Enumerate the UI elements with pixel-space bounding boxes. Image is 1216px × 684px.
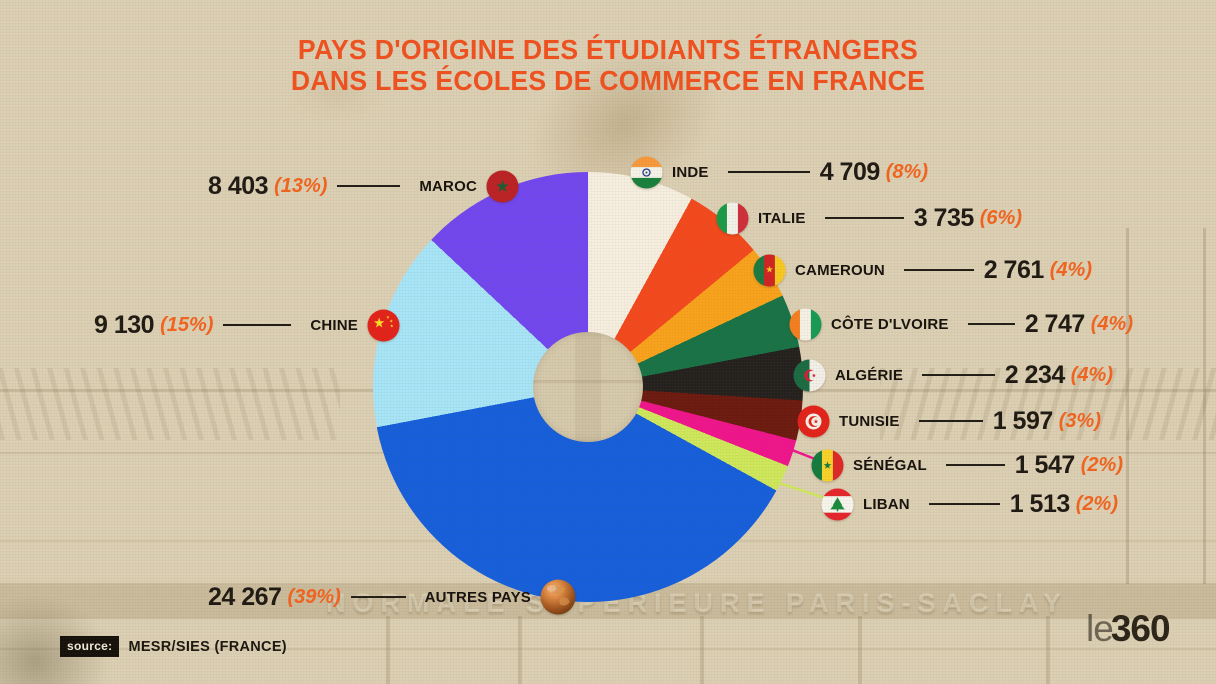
donut-hole [533, 332, 643, 442]
morocco-flag-icon [486, 169, 519, 203]
leader-line [337, 185, 401, 187]
chart-title-line2: DANS LES ÉCOLES DE COMMERCE EN FRANCE [290, 65, 926, 96]
background-post [386, 616, 390, 684]
percent-label: (39%) [287, 585, 341, 608]
leader-line [223, 324, 292, 326]
leader-line [903, 269, 974, 271]
legend-row-autres-pays: 24 267 (39%) AUTRES PAYS [208, 579, 576, 615]
leader-line [918, 420, 983, 422]
percent-label: (2%) [1080, 453, 1123, 476]
china-flag-icon [367, 308, 400, 342]
percent-label: (8%) [885, 160, 928, 183]
italy-flag-icon [716, 201, 749, 235]
leader-line [945, 464, 1005, 466]
leader-line [350, 596, 406, 598]
legend-row-liban: LIBAN 1 513 (2%) [821, 487, 1118, 521]
leader-line [922, 374, 995, 376]
percent-label: (4%) [1049, 258, 1092, 281]
le360-logo-prefix: le [1086, 608, 1114, 649]
legend-row-senegal: SÉNÉGAL 1 547 (2%) [811, 448, 1123, 482]
legend-row-cameroun: CAMEROUN 2 761 (4%) [753, 253, 1092, 287]
ivory-coast-flag-icon [789, 307, 822, 341]
source-text: MESR/SIES (FRANCE) [128, 638, 287, 655]
source-badge: source: [60, 636, 120, 657]
value-label: 8 403 [208, 171, 269, 200]
legend-row-algerie: ALGÉRIE 2 234 (4%) [793, 358, 1113, 392]
value-label: 1 597 [992, 406, 1054, 435]
country-label: AUTRES PAYS [424, 588, 531, 606]
country-label: CÔTE D'LVOIRE [831, 315, 949, 333]
source-row: source: MESR/SIES (FRANCE) [60, 636, 287, 657]
algeria-flag-icon [793, 358, 826, 392]
chart-title-line1: PAYS D'ORIGINE DES ÉTUDIANTS ÉTRANGERS [297, 34, 919, 65]
country-label: ITALIE [758, 209, 806, 227]
legend-row-cote-divoire: CÔTE D'LVOIRE 2 747 (4%) [789, 307, 1133, 341]
value-label: 9 130 [94, 310, 155, 339]
value-label: 2 234 [1004, 360, 1066, 389]
value-label: 3 735 [913, 203, 975, 232]
globe-icon [540, 579, 576, 615]
lebanon-flag-icon [821, 487, 854, 521]
le360-logo-suffix: 360 [1110, 608, 1171, 649]
country-label: MAROC [419, 177, 477, 195]
chart-title: PAYS D'ORIGINE DES ÉTUDIANTS ÉTRANGERS D… [30, 34, 1185, 96]
country-label: TUNISIE [839, 412, 900, 430]
percent-label: (2%) [1075, 492, 1118, 515]
background-post [1046, 616, 1050, 684]
value-label: 2 747 [1024, 309, 1086, 338]
background-pole [1126, 228, 1129, 584]
country-label: CAMEROUN [795, 261, 885, 279]
legend-row-inde: INDE 4 709 (8%) [630, 155, 928, 189]
leader-line [727, 171, 810, 173]
percent-label: (13%) [274, 174, 328, 197]
percent-label: (4%) [1090, 312, 1133, 335]
background-pole [1203, 228, 1206, 584]
value-label: 2 761 [983, 255, 1045, 284]
value-label: 1 513 [1009, 489, 1071, 518]
le360-logo: le360 [1086, 608, 1171, 650]
percent-label: (15%) [160, 313, 214, 336]
senegal-flag-icon [811, 448, 844, 482]
background-post [858, 616, 862, 684]
value-label: 4 709 [819, 157, 881, 186]
country-label: SÉNÉGAL [853, 456, 927, 474]
cameroon-flag-icon [753, 253, 786, 287]
leader-line [967, 323, 1015, 325]
tunisia-flag-icon [797, 404, 830, 438]
india-flag-icon [630, 155, 663, 189]
legend-row-italie: ITALIE 3 735 (6%) [716, 201, 1022, 235]
legend-row-chine: 9 130 (15%) CHINE [94, 308, 400, 342]
leader-line [928, 503, 1000, 505]
value-label: 1 547 [1014, 450, 1076, 479]
legend-row-maroc: 8 403 (13%) MAROC [208, 169, 519, 203]
background-post [700, 616, 704, 684]
background-photo-roof [0, 368, 340, 440]
country-label: ALGÉRIE [835, 366, 904, 384]
country-label: INDE [672, 163, 709, 181]
background-post [518, 616, 522, 684]
percent-label: (4%) [1070, 363, 1113, 386]
leader-line [824, 217, 904, 219]
value-label: 24 267 [208, 582, 282, 611]
background-photo-line [0, 648, 1216, 650]
country-label: LIBAN [863, 495, 910, 513]
legend-row-tunisie: TUNISIE 1 597 (3%) [797, 404, 1101, 438]
percent-label: (6%) [979, 206, 1022, 229]
percent-label: (3%) [1058, 409, 1101, 432]
country-label: CHINE [310, 316, 358, 334]
